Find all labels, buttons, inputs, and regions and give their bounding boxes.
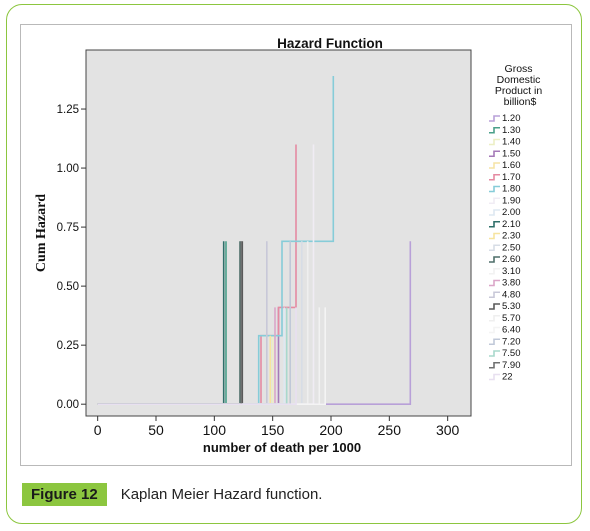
legend-swatch bbox=[489, 256, 500, 263]
figure-label: Figure 12 bbox=[22, 482, 107, 506]
y-tick-label: 0.50 bbox=[57, 281, 79, 293]
series-line-22 bbox=[97, 307, 297, 406]
legend-label: 1.30 bbox=[502, 125, 521, 136]
legend-label: 2.30 bbox=[502, 231, 521, 242]
y-tick-label: 1.25 bbox=[57, 104, 79, 116]
chart-title: Hazard Function bbox=[277, 36, 383, 51]
legend-label: 7.90 bbox=[502, 360, 521, 371]
legend-label: 3.10 bbox=[502, 266, 521, 277]
legend-swatch bbox=[489, 373, 500, 381]
legend-swatch bbox=[489, 232, 500, 240]
legend-swatch bbox=[489, 314, 500, 322]
caption-text: Kaplan Meier Hazard function. bbox=[120, 485, 323, 503]
x-tick-label: 100 bbox=[203, 422, 227, 438]
legend-label: 1.60 bbox=[502, 160, 521, 171]
legend-swatch bbox=[489, 326, 500, 334]
legend-label: 1.20 bbox=[502, 113, 521, 124]
legend-label: 7.20 bbox=[502, 336, 521, 347]
legend-label: 1.70 bbox=[502, 172, 521, 183]
legend-label: 1.40 bbox=[502, 137, 521, 148]
x-axis: 0 50 100 150 200 250 300 bbox=[94, 416, 460, 438]
y-axis: 0.00 0.25 0.50 0.75 1.00 1.25 bbox=[57, 104, 86, 411]
legend-swatch bbox=[489, 150, 500, 158]
legend-swatch bbox=[489, 209, 500, 216]
series-layer bbox=[97, 76, 412, 406]
y-tick-label: 1.00 bbox=[57, 163, 79, 175]
x-tick-label: 50 bbox=[148, 422, 164, 438]
x-tick-label: 150 bbox=[261, 422, 285, 438]
legend-swatch bbox=[489, 185, 500, 193]
legend-label: 2.00 bbox=[502, 207, 521, 218]
legend-label: 2.10 bbox=[502, 219, 521, 230]
legend-label: 22 bbox=[502, 372, 513, 383]
y-axis-label: Cum Hazard bbox=[34, 194, 49, 272]
legend-swatch bbox=[489, 267, 500, 275]
x-tick-label: 250 bbox=[378, 422, 402, 438]
legend-label: 7.50 bbox=[502, 348, 521, 359]
legend-label: 3.80 bbox=[502, 278, 521, 289]
y-tick-label: 0.00 bbox=[57, 399, 79, 411]
x-axis-label: number of death per 1000 bbox=[203, 440, 361, 455]
legend-swatch bbox=[489, 197, 500, 205]
legend-items: 1.201.301.401.501.601.701.801.902.002.10… bbox=[489, 113, 521, 383]
legend-swatch bbox=[489, 138, 500, 146]
legend-swatch bbox=[489, 220, 500, 228]
legend-swatch bbox=[489, 350, 500, 357]
y-tick-label: 0.25 bbox=[57, 340, 79, 352]
figure-caption: Figure 12 Kaplan Meier Hazard function. bbox=[22, 481, 322, 507]
x-tick-label: 300 bbox=[436, 422, 460, 438]
legend-title: Gross Domestic Product in billion$ bbox=[495, 63, 545, 108]
legend: Gross Domestic Product in billion$ 1.201… bbox=[489, 63, 545, 383]
legend-swatch bbox=[489, 115, 500, 122]
legend-label: 4.80 bbox=[502, 289, 521, 300]
legend-label: 1.50 bbox=[502, 148, 521, 159]
legend-swatch bbox=[489, 303, 500, 310]
legend-swatch bbox=[489, 361, 500, 369]
legend-swatch bbox=[489, 291, 500, 299]
legend-label: 6.40 bbox=[502, 325, 521, 336]
legend-label: 5.30 bbox=[502, 301, 521, 312]
legend-label: 2.50 bbox=[502, 242, 521, 253]
legend-label: 1.80 bbox=[502, 184, 521, 195]
legend-label: 2.60 bbox=[502, 254, 521, 265]
legend-swatch bbox=[489, 244, 500, 252]
x-tick-label: 0 bbox=[94, 422, 102, 438]
legend-swatch bbox=[489, 173, 500, 181]
legend-swatch bbox=[489, 162, 500, 169]
legend-swatch bbox=[489, 279, 500, 287]
legend-label: 5.70 bbox=[502, 313, 521, 324]
legend-label: 1.90 bbox=[502, 195, 521, 206]
legend-swatch bbox=[489, 338, 500, 346]
x-tick-label: 200 bbox=[319, 422, 343, 438]
y-tick-label: 0.75 bbox=[57, 222, 79, 234]
legend-swatch bbox=[489, 126, 500, 134]
figure-frame bbox=[6, 4, 582, 524]
